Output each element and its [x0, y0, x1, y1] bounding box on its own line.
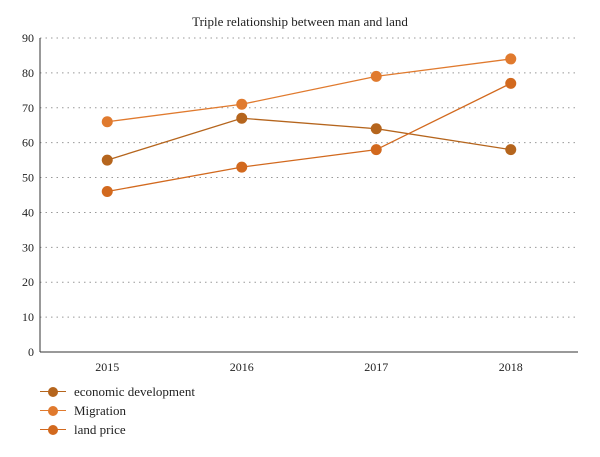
x-tick-label: 2016	[230, 360, 254, 374]
y-tick-label: 80	[22, 66, 34, 80]
series-line-1	[107, 58, 511, 123]
data-point	[101, 186, 113, 198]
series-line-0	[107, 117, 511, 161]
x-tick-label: 2018	[499, 360, 523, 374]
legend: economic development Migration land pric…	[40, 382, 195, 439]
data-point	[236, 161, 248, 173]
data-point	[101, 154, 113, 166]
data-point	[370, 123, 382, 135]
legend-swatch-icon	[40, 386, 66, 397]
legend-swatch-icon	[40, 405, 66, 416]
y-tick-label: 0	[28, 345, 34, 359]
legend-item-land-price[interactable]: land price	[40, 420, 195, 439]
legend-item-migration[interactable]: Migration	[40, 401, 195, 420]
y-tick-label: 20	[22, 275, 34, 289]
y-tick-label: 10	[22, 310, 34, 324]
data-point	[236, 112, 248, 124]
x-tick-label: 2017	[364, 360, 388, 374]
data-point	[505, 77, 517, 89]
series-line-2	[107, 82, 512, 193]
data-point	[236, 98, 248, 110]
data-point	[505, 53, 517, 65]
y-tick-label: 50	[22, 171, 34, 185]
y-tick-label: 30	[22, 240, 34, 254]
legend-item-economic-development[interactable]: economic development	[40, 382, 195, 401]
y-tick-label: 90	[22, 31, 34, 45]
legend-label: land price	[74, 421, 126, 437]
y-tick-label: 70	[22, 101, 34, 115]
legend-label: Migration	[74, 402, 126, 418]
data-point	[370, 144, 382, 156]
y-tick-label: 60	[22, 136, 34, 150]
y-tick-label: 40	[22, 205, 34, 219]
data-point	[101, 116, 113, 128]
x-tick-label: 2015	[95, 360, 119, 374]
data-point	[370, 70, 382, 82]
chart-title: Triple relationship between man and land	[192, 14, 408, 29]
data-point	[505, 144, 517, 156]
legend-label: economic development	[74, 383, 195, 399]
legend-swatch-icon	[40, 424, 66, 435]
